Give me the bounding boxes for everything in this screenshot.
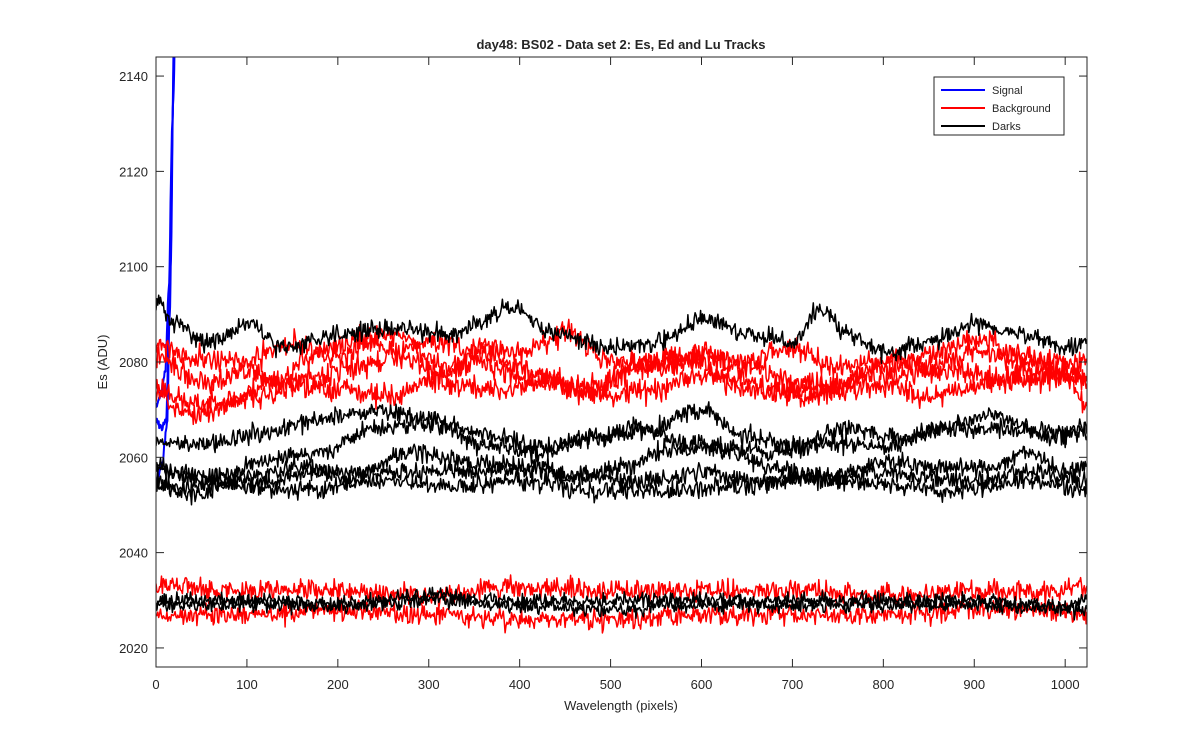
x-tick-label: 1000	[1051, 677, 1080, 692]
series-line-darks-9	[156, 294, 1087, 365]
legend-label-darks: Darks	[992, 121, 1021, 133]
series-line-background-4	[156, 330, 1087, 414]
x-tick-label: 800	[872, 677, 894, 692]
series-line-background-6	[156, 331, 1087, 426]
y-tick-label: 2060	[119, 450, 148, 465]
x-tick-label: 400	[509, 677, 531, 692]
x-tick-label: 600	[691, 677, 713, 692]
series-line-background-7	[156, 574, 1087, 609]
y-tick-label: 2080	[119, 355, 148, 370]
y-tick-label: 2040	[119, 546, 148, 561]
series-line-darks-13	[156, 455, 1087, 494]
x-tick-label: 900	[963, 677, 985, 692]
x-tick-label: 700	[782, 677, 804, 692]
series-line-darks-14	[156, 466, 1087, 504]
y-tick-label: 2100	[119, 260, 148, 275]
y-tick-label: 2020	[119, 641, 148, 656]
chart-title: day48: BS02 - Data set 2: Es, Ed and Lu …	[476, 37, 765, 52]
series-line-background-3	[156, 318, 1087, 379]
series-line-signal-2	[156, 57, 175, 487]
x-tick-label: 200	[327, 677, 349, 692]
series-layer	[156, 57, 1087, 634]
legend: Signal Background Darks	[933, 76, 1065, 136]
y-tick-label: 2140	[119, 69, 148, 84]
legend-label-signal: Signal	[992, 85, 1023, 97]
series-line-darks-11	[156, 401, 1087, 486]
y-axis: 2020 2040 2060 2080 2100 2120 2140	[119, 69, 1087, 656]
x-tick-label: 300	[418, 677, 440, 692]
x-axis-label: Wavelength (pixels)	[564, 698, 678, 713]
y-tick-label: 2120	[119, 164, 148, 179]
x-tick-label: 500	[600, 677, 622, 692]
series-line-background-5	[156, 323, 1087, 417]
x-axis: 0 100 200 300 400 500 600 700 800 900 1000	[152, 57, 1080, 692]
legend-label-background: Background	[992, 103, 1051, 115]
series-line-darks-15	[156, 586, 1087, 615]
series-line-darks-16	[156, 592, 1087, 621]
x-tick-label: 100	[236, 677, 258, 692]
y-axis-label: Es (ADU)	[95, 335, 110, 390]
x-tick-label: 0	[152, 677, 159, 692]
